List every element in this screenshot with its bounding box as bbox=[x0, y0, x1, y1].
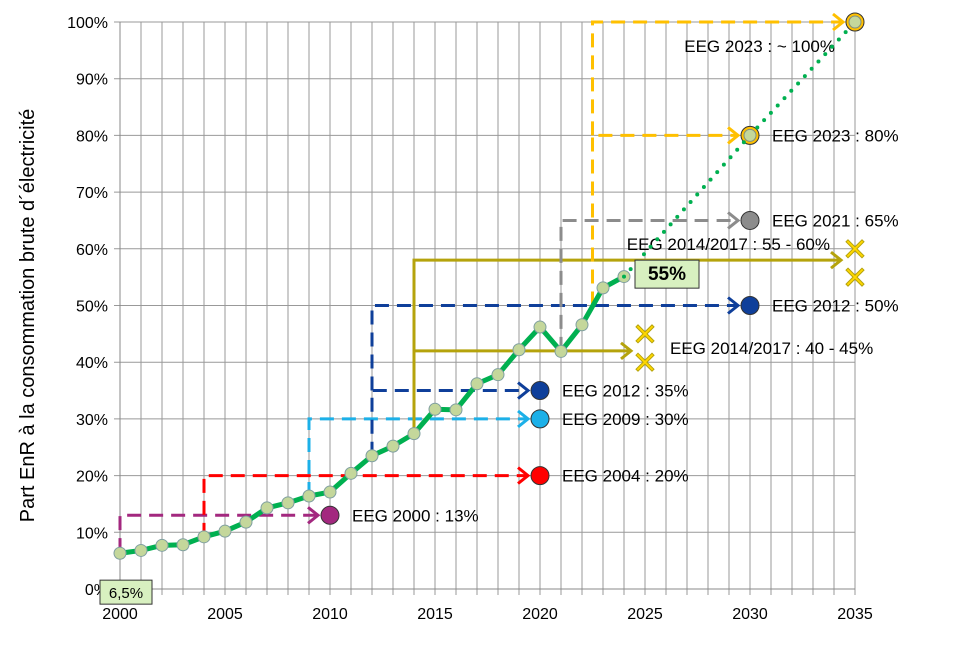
target-line bbox=[591, 20, 843, 136]
x-tick-label: 2005 bbox=[207, 606, 243, 623]
data-point bbox=[407, 427, 421, 441]
target-label: EEG 2014/2017 : 40 - 45% bbox=[670, 339, 873, 358]
x-marker-icon bbox=[845, 267, 865, 287]
y-tick-label: 60% bbox=[76, 242, 108, 259]
data-point bbox=[281, 496, 295, 510]
data-point bbox=[260, 501, 274, 515]
target-label: EEG 2021 : 65% bbox=[772, 211, 899, 230]
arrow-head-icon bbox=[727, 211, 741, 230]
target-7: EEG 2021 : 65% bbox=[559, 210, 899, 351]
target-marker bbox=[530, 466, 550, 486]
target-marker bbox=[740, 296, 760, 315]
target-label: EEG 2012 : 35% bbox=[562, 382, 689, 401]
arrow-head-icon bbox=[727, 296, 741, 315]
arrow-head-icon bbox=[517, 409, 531, 429]
data-label-box bbox=[99, 579, 153, 605]
target-4: EEG 2012 : 50% bbox=[370, 296, 899, 391]
arrow-head-icon bbox=[727, 126, 741, 145]
target-label: EEG 2023 : ~ 100% bbox=[684, 37, 835, 56]
data-point bbox=[344, 466, 358, 480]
target-line bbox=[370, 304, 738, 391]
target-marker bbox=[530, 381, 550, 401]
target-9: EEG 2023 : ~ 100% bbox=[591, 12, 865, 136]
x-tick-label: 2020 bbox=[522, 606, 558, 623]
y-tick-label: 100% bbox=[67, 15, 108, 32]
data-label: 55% bbox=[648, 264, 686, 285]
y-tick-label: 40% bbox=[76, 355, 108, 372]
data-point bbox=[449, 403, 463, 417]
data-label-box bbox=[634, 259, 700, 289]
x-marker-icon bbox=[635, 352, 655, 372]
data-point bbox=[155, 538, 169, 552]
data-point bbox=[239, 515, 253, 529]
target-0: EEG 2000 : 13% bbox=[118, 505, 479, 553]
target-line bbox=[591, 133, 738, 306]
target-line bbox=[307, 417, 528, 497]
target-3: EEG 2012 : 35% bbox=[370, 381, 689, 456]
x-tick-label: 2030 bbox=[732, 606, 768, 623]
data-point bbox=[428, 402, 442, 416]
data-point bbox=[554, 344, 568, 358]
y-axis-label: Part EnR à la consommation brute d´élect… bbox=[17, 109, 39, 523]
y-tick-label: 20% bbox=[76, 469, 108, 486]
arrow-head-icon bbox=[832, 12, 846, 32]
data-point bbox=[134, 543, 148, 557]
data-point bbox=[176, 538, 190, 552]
data-point bbox=[113, 546, 127, 560]
target-line bbox=[559, 218, 738, 351]
target-label: EEG 2000 : 13% bbox=[352, 506, 479, 525]
target-label: EEG 2023 : 80% bbox=[772, 126, 899, 145]
y-tick-label: 10% bbox=[76, 525, 108, 542]
target-label: EEG 2009 : 30% bbox=[562, 410, 689, 429]
data-point bbox=[365, 449, 379, 463]
data-point bbox=[743, 128, 757, 142]
data-point bbox=[470, 377, 484, 391]
target-label: EEG 2012 : 50% bbox=[772, 297, 899, 316]
target-marker bbox=[740, 210, 760, 230]
target-1: EEG 2004 : 20% bbox=[202, 466, 689, 537]
data-point bbox=[218, 524, 232, 538]
data-point bbox=[323, 485, 337, 499]
y-tick-label: 80% bbox=[76, 128, 108, 145]
y-tick-label: 50% bbox=[76, 299, 108, 316]
target-line bbox=[118, 513, 318, 553]
data-point bbox=[197, 530, 211, 544]
arrow-head-icon bbox=[517, 381, 531, 400]
data-point bbox=[533, 320, 547, 334]
y-tick-label: 30% bbox=[76, 412, 108, 429]
y-tick-label: 90% bbox=[76, 72, 108, 89]
x-marker-icon bbox=[845, 239, 865, 259]
x-tick-label: 2025 bbox=[627, 606, 663, 623]
target-label: EEG 2004 : 20% bbox=[562, 467, 689, 486]
y-tick-label: 70% bbox=[76, 185, 108, 202]
data-point bbox=[491, 368, 505, 382]
data-point bbox=[512, 343, 526, 357]
target-marker bbox=[320, 505, 340, 525]
arrow-head-icon bbox=[307, 506, 321, 525]
data-point bbox=[575, 318, 589, 332]
arrow-head-icon bbox=[517, 466, 531, 485]
x-marker-icon bbox=[635, 324, 655, 344]
x-tick-label: 2015 bbox=[417, 606, 453, 623]
target-line bbox=[202, 474, 528, 537]
target-2: EEG 2009 : 30% bbox=[307, 409, 689, 497]
data-label: 6,5% bbox=[109, 585, 143, 602]
arrow-head-icon bbox=[620, 341, 634, 361]
data-point bbox=[848, 15, 862, 29]
data-point bbox=[386, 439, 400, 453]
x-tick-label: 2000 bbox=[102, 606, 138, 623]
x-tick-label: 2035 bbox=[837, 606, 873, 623]
data-point bbox=[302, 489, 316, 503]
target-6: EEG 2014/2017 : 55 - 60% bbox=[412, 235, 865, 351]
arrow-head-icon bbox=[830, 250, 844, 270]
data-point bbox=[596, 281, 610, 295]
target-marker bbox=[530, 409, 550, 429]
x-tick-label: 2010 bbox=[312, 606, 348, 623]
target-label: EEG 2014/2017 : 55 - 60% bbox=[627, 235, 830, 254]
